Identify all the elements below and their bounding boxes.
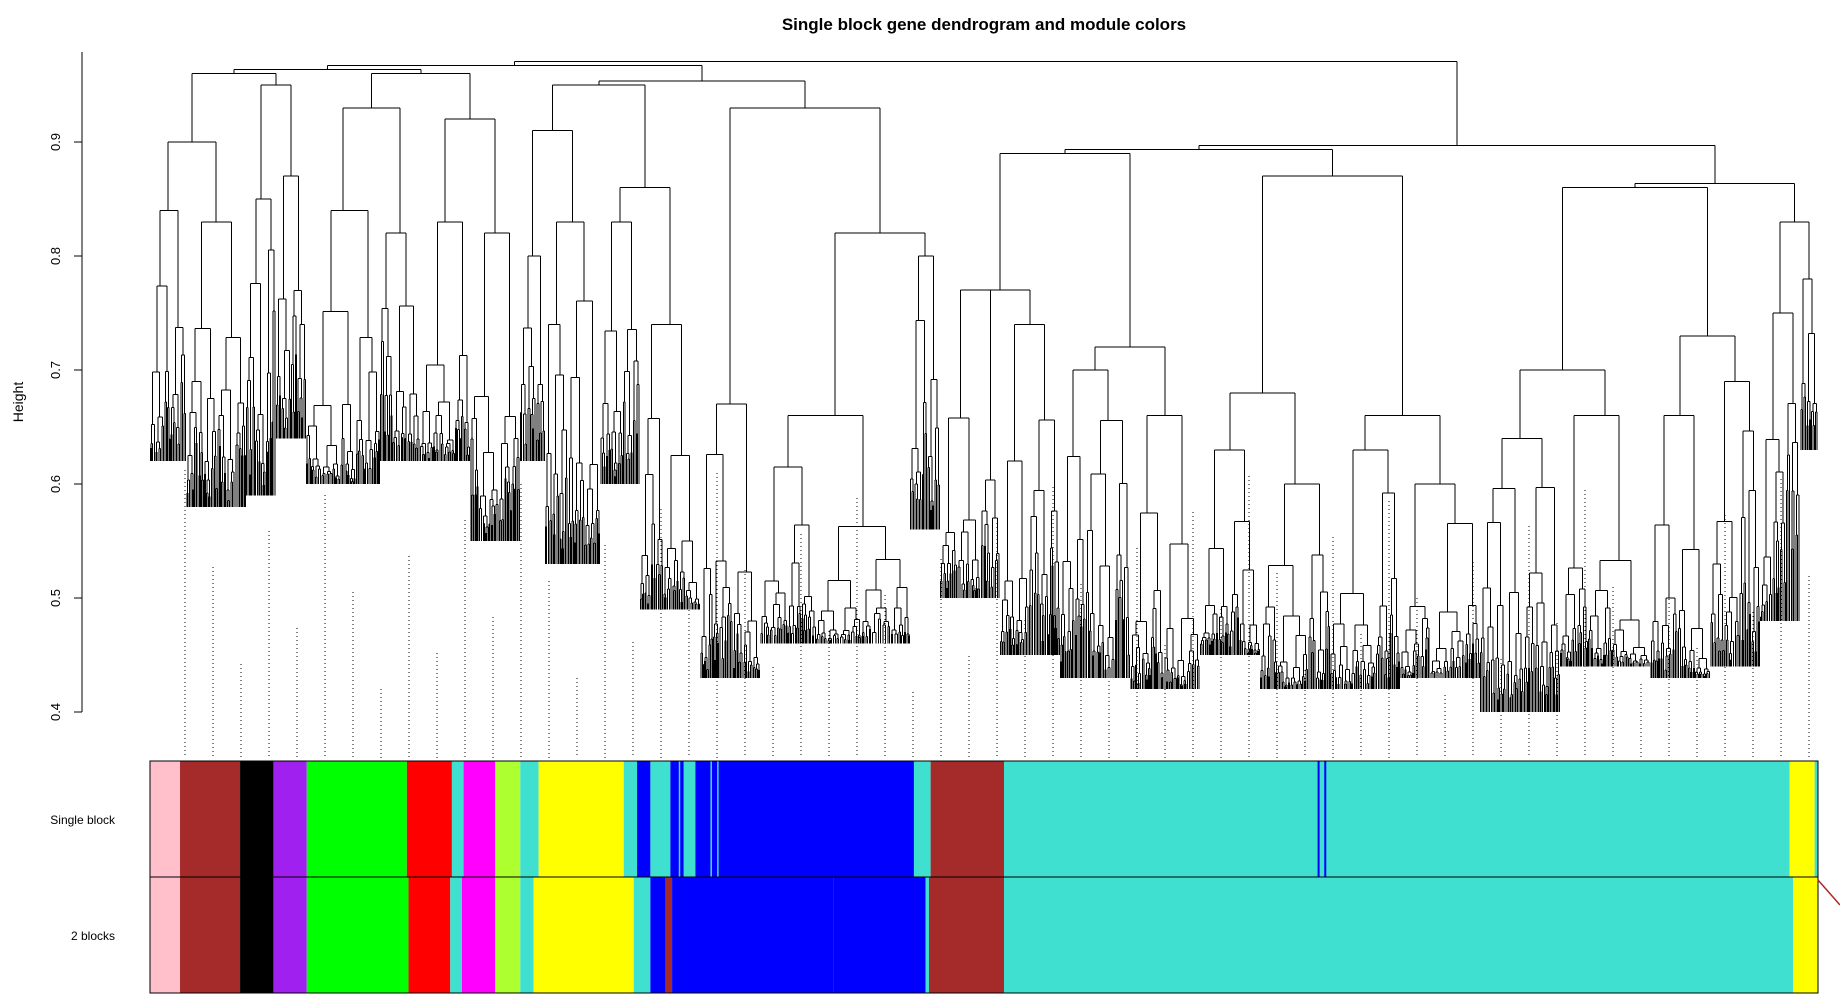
module-color-segment (451, 761, 464, 877)
color-row (150, 877, 1818, 993)
module-color-segment (1004, 761, 1790, 877)
module-color-segment (1792, 877, 1818, 993)
module-color-segment (463, 761, 496, 877)
module-color-segment (623, 761, 638, 877)
y-tick-label: 0.6 (48, 475, 63, 493)
module-color-segment (408, 877, 451, 993)
y-tick-label: 0.5 (48, 589, 63, 607)
module-color-segment (520, 877, 534, 993)
y-tick-label: 0.7 (48, 361, 63, 379)
module-color-segment (533, 877, 634, 993)
module-color-segment (683, 761, 696, 877)
color-row (150, 761, 1818, 877)
module-color-segment (833, 877, 926, 993)
module-color-segment (150, 877, 181, 993)
module-color-segment (650, 761, 671, 877)
module-color-segment (1814, 761, 1818, 877)
module-color-segment (538, 761, 624, 877)
dendrogram-tree (149, 61, 1818, 712)
module-color-segment (240, 877, 274, 993)
module-color-segment (306, 761, 407, 877)
module-color-stripe (710, 761, 712, 877)
module-color-segment (925, 877, 929, 993)
chart-title: Single block gene dendrogram and module … (782, 15, 1186, 34)
module-color-segment (150, 761, 181, 877)
module-color-segment (406, 761, 452, 877)
module-color-segment (461, 877, 496, 993)
y-tick-label: 0.8 (48, 247, 63, 265)
color-row-label-single-block: Single block (50, 813, 116, 827)
module-color-segment (180, 761, 241, 877)
y-tick-label: 0.9 (48, 133, 63, 151)
y-axis-ticks: 0.4 0.5 0.6 0.7 0.8 0.9 (48, 133, 82, 721)
module-color-segment (913, 761, 931, 877)
module-color-stripe (1324, 761, 1327, 877)
color-row-label-2-blocks: 2 blocks (71, 929, 115, 943)
module-color-segment (180, 877, 241, 993)
y-tick-label: 0.4 (48, 703, 63, 721)
module-guide-lines (184, 470, 1810, 758)
module-color-segment (495, 877, 521, 993)
module-color-segment (930, 761, 1005, 877)
module-color-segment (495, 761, 521, 877)
module-color-rows (149, 760, 1840, 994)
module-color-segment (520, 761, 539, 877)
module-color-stripe (717, 761, 719, 877)
y-axis: 0.4 0.5 0.6 0.7 0.8 0.9 Height (10, 52, 83, 721)
module-color-stripe (687, 761, 689, 877)
module-color-segment (670, 761, 684, 877)
module-color-stripe (678, 761, 681, 877)
module-color-segment (637, 761, 651, 877)
y-axis-label: Height (10, 382, 26, 423)
module-color-segment (273, 877, 307, 993)
module-color-segment (450, 877, 462, 993)
module-color-segment (928, 877, 1005, 993)
module-color-segment (695, 761, 914, 877)
module-color-segment (306, 877, 409, 993)
module-color-segment (273, 761, 307, 877)
module-color-segment (672, 877, 834, 993)
module-color-segment (650, 877, 666, 993)
stray-line (1817, 879, 1840, 906)
module-color-segment (1004, 877, 1793, 993)
module-color-stripe (1317, 761, 1320, 877)
module-color-segment (1789, 761, 1815, 877)
module-color-segment (633, 877, 651, 993)
module-color-segment (665, 877, 673, 993)
module-color-segment (240, 761, 274, 877)
